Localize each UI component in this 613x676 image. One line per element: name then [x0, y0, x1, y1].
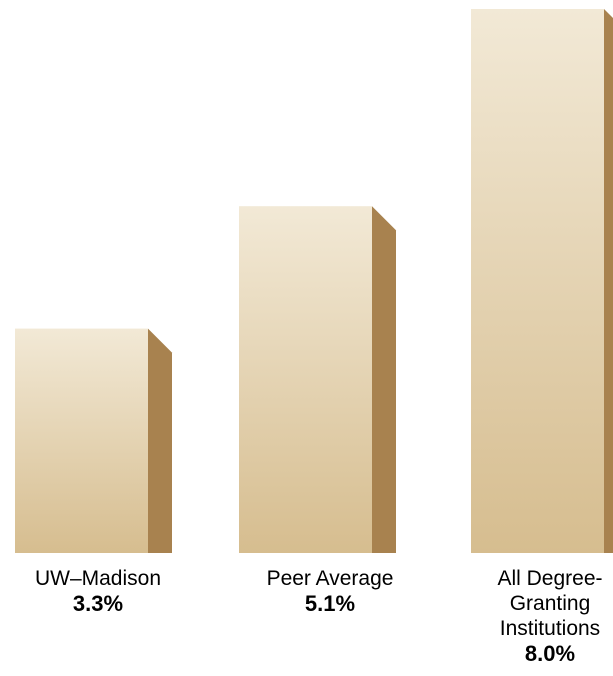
category-label: UW–Madison — [3, 566, 193, 591]
bar — [471, 9, 604, 553]
category-label: All Degree- Granting Institutions — [455, 566, 613, 641]
bar-side-face — [372, 206, 396, 553]
value-label: 3.3% — [72, 591, 124, 616]
bar — [15, 328, 148, 553]
category-label-line: Institutions — [499, 617, 601, 640]
category-label-line: Peer Average — [266, 567, 394, 590]
bar-side-face — [604, 9, 613, 553]
bar-label: UW–Madison 3.3% — [3, 566, 193, 616]
category-label-line: UW–Madison — [34, 567, 162, 590]
bar — [239, 206, 372, 553]
value-label: 5.1% — [304, 591, 356, 616]
category-label-line: Granting — [509, 592, 591, 615]
category-label-line: All Degree- — [497, 567, 603, 590]
category-label: Peer Average — [235, 566, 425, 591]
bar-label: Peer Average 5.1% — [235, 566, 425, 616]
bar-side-face — [148, 328, 172, 553]
bar-label: All Degree- Granting Institutions 8.0% — [455, 566, 613, 666]
value-label: 8.0% — [524, 641, 576, 666]
